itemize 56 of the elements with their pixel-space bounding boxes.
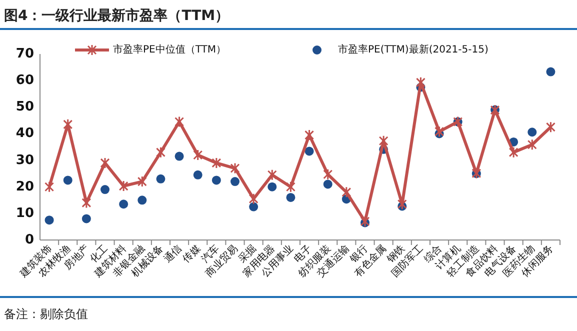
point — [267, 169, 277, 181]
point — [44, 181, 54, 193]
legend-label: 市盈率PE(TTM)最新(2021-5-15) — [338, 44, 488, 56]
point — [137, 176, 147, 188]
point — [527, 138, 537, 150]
point — [397, 198, 407, 210]
point — [249, 202, 258, 212]
point — [156, 146, 166, 158]
point — [378, 135, 388, 147]
point — [286, 181, 296, 193]
point — [82, 197, 92, 209]
point — [193, 170, 202, 180]
point — [138, 196, 147, 205]
point — [212, 176, 221, 185]
point — [546, 67, 556, 76]
point — [416, 76, 426, 88]
point — [342, 186, 352, 198]
chart-title: 图4：一级行业最新市盈率（TTM） — [4, 7, 230, 24]
point — [360, 216, 370, 228]
point — [304, 129, 314, 141]
y-tick-label: 60 — [16, 73, 34, 88]
y-tick-label: 50 — [16, 100, 34, 115]
text: 备注：剔除负值 — [4, 307, 88, 321]
y-tick-label: 20 — [16, 179, 34, 194]
y-tick-label: 70 — [16, 46, 34, 62]
point — [212, 157, 222, 169]
point — [119, 200, 128, 209]
x-tick-label: 通信 — [162, 242, 184, 266]
point — [323, 168, 333, 180]
point — [63, 118, 73, 130]
point — [118, 180, 128, 192]
y-tick-label: 40 — [16, 126, 34, 142]
point — [434, 126, 444, 138]
point — [174, 116, 184, 128]
point — [304, 146, 314, 156]
legend-label: 市盈率PE中位值（TTM） — [113, 44, 226, 56]
point — [174, 152, 184, 161]
point — [82, 214, 91, 224]
point — [286, 192, 296, 202]
point — [248, 193, 258, 205]
point — [508, 146, 518, 158]
point — [230, 162, 240, 174]
point — [44, 216, 54, 225]
point — [268, 182, 277, 192]
y-tick-label: 10 — [16, 206, 34, 221]
point — [528, 128, 537, 137]
point — [63, 176, 72, 185]
point — [156, 174, 166, 184]
point — [546, 121, 556, 133]
point — [100, 157, 110, 169]
point — [230, 177, 240, 186]
point — [323, 180, 332, 189]
point — [193, 149, 203, 161]
y-tick-label: 30 — [16, 152, 34, 168]
point — [100, 185, 110, 194]
y-tick-label: 0 — [24, 232, 34, 248]
